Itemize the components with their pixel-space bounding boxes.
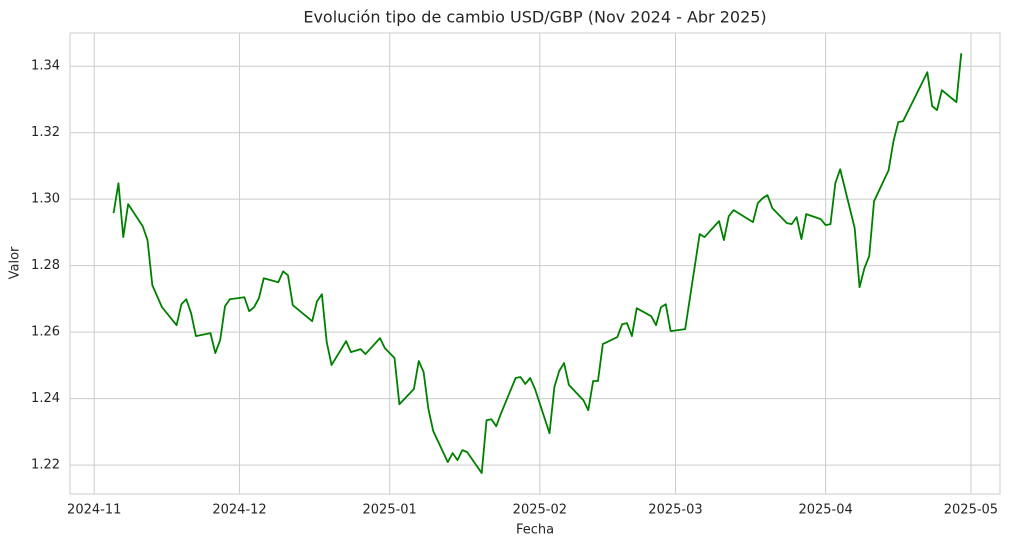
y-tick-label: 1.24 (31, 391, 60, 406)
y-tick-label: 1.32 (31, 125, 60, 140)
x-tick-label: 2025-01 (363, 503, 417, 518)
x-tick-label: 2025-04 (798, 503, 852, 518)
x-tick-label: 2025-02 (513, 503, 567, 518)
y-tick-label: 1.26 (31, 325, 60, 340)
y-tick-label: 1.22 (31, 458, 60, 473)
chart-title: Evolución tipo de cambio USD/GBP (Nov 20… (303, 8, 766, 27)
y-tick-label: 1.30 (31, 192, 60, 207)
x-tick-label: 2025-05 (944, 503, 998, 518)
y-axis-label: Valor (8, 246, 23, 279)
y-tick-label: 1.28 (31, 258, 60, 273)
plot-frame (69, 32, 1001, 495)
line-series (112, 53, 963, 474)
x-tick-label: 2024-11 (67, 503, 121, 518)
x-tick-label: 2025-03 (648, 503, 702, 518)
x-tick-label: 2024-12 (212, 503, 266, 518)
y-tick-label: 1.34 (31, 59, 60, 74)
x-axis-label: Fecha (516, 523, 554, 538)
